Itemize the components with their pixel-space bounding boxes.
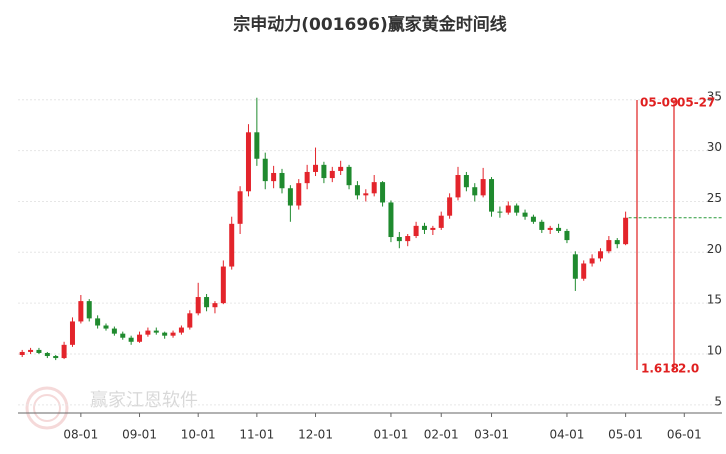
candle-body [153,330,159,333]
candle-body [614,240,620,245]
candle-body [547,227,553,230]
candle-body [28,349,34,352]
candle-body [581,263,587,279]
time-line-ratio: 1.618 [641,362,679,376]
candle-body [354,185,360,196]
candle-body [371,182,377,194]
candle-body [388,202,394,238]
candle-body [447,197,453,216]
watermark: 赢家江恩软件 [90,389,198,411]
x-tick-label: 02-01 [424,428,459,442]
x-tick-label: 09-01 [122,428,157,442]
candle-body [271,172,277,182]
candle-body [438,215,444,228]
candle-body [430,227,436,230]
x-tick-label: 12-01 [298,428,333,442]
y-tick-label: 30 [707,140,722,154]
candle-body [304,171,310,184]
candle-body [229,223,235,267]
candle-body [556,227,562,231]
time-line-date: 05-27 [677,96,715,110]
candle-body [204,297,210,308]
candle-body [69,321,75,345]
x-tick-label: 05-01 [608,428,643,442]
candle-body [321,164,327,179]
candle-body [421,225,427,230]
time-line-date: 05-09 [640,96,678,110]
candle-body [572,254,578,279]
candle-body [313,164,319,172]
candle-body [564,230,570,241]
candle-body [346,166,352,186]
x-tick-label: 01-01 [374,428,409,442]
candle-body [237,191,243,224]
candle-body [405,236,411,242]
candle-body [103,325,109,329]
watermark-logo [25,386,69,430]
candle-body [212,303,218,308]
candle-body [53,356,59,359]
candle-body [597,251,603,259]
candle-body [19,351,25,356]
x-tick-label: 10-01 [181,428,216,442]
candle-body [279,172,285,189]
x-tick-label: 03-01 [474,428,509,442]
candle-body [396,237,402,242]
candle-body [363,193,369,196]
candle-body [296,183,302,206]
candle-body [530,216,536,222]
candle-body [497,211,503,213]
candle-body [78,301,84,322]
candle-body [287,188,293,206]
y-tick-label: 10 [707,343,722,357]
x-tick-label: 11-01 [239,428,274,442]
candle-body [514,205,520,213]
candle-body [137,334,143,342]
y-tick-label: 15 [707,293,722,307]
candle-body [329,170,335,179]
candle-body [187,313,193,328]
candle-body [463,175,469,188]
candle-body [539,221,545,230]
candle-body [120,333,126,338]
candle-body [589,258,595,264]
candle-body [606,240,612,252]
candle-body [195,297,201,314]
candle-body [44,352,50,357]
candle-body [380,182,386,203]
candle-body [86,301,92,319]
candle-body [623,217,629,245]
candle-body [262,158,268,182]
x-tick-label: 06-01 [667,428,702,442]
candle-body [95,318,101,326]
candle-body [220,266,226,304]
candle-body [245,132,251,192]
x-tick-label: 04-01 [550,428,585,442]
y-tick-label: 5 [714,394,722,408]
candle-body [254,132,260,159]
y-tick-label: 35 [707,89,722,103]
x-tick-label: 08-01 [63,428,98,442]
chart-title: 宗申动力(001696)赢家黄金时间线 [233,14,507,35]
time-line-ratio: 2.0 [678,362,699,376]
y-tick-label: 25 [707,191,722,205]
candle-body [522,212,528,217]
candle-body [472,187,478,196]
candle-body [505,205,511,213]
candle-body [162,332,168,336]
candle-body [413,225,419,237]
candle-body [178,327,184,333]
candle-body [480,179,486,196]
candle-body [170,332,176,336]
candle-body [128,337,134,342]
candle-body [455,175,461,198]
y-tick-label: 20 [707,242,722,256]
candle-body [36,349,42,353]
candle-body [145,330,151,335]
candle-body [489,179,495,212]
candle-body [61,344,67,359]
candle-body [338,166,344,171]
candle-body [111,328,117,334]
